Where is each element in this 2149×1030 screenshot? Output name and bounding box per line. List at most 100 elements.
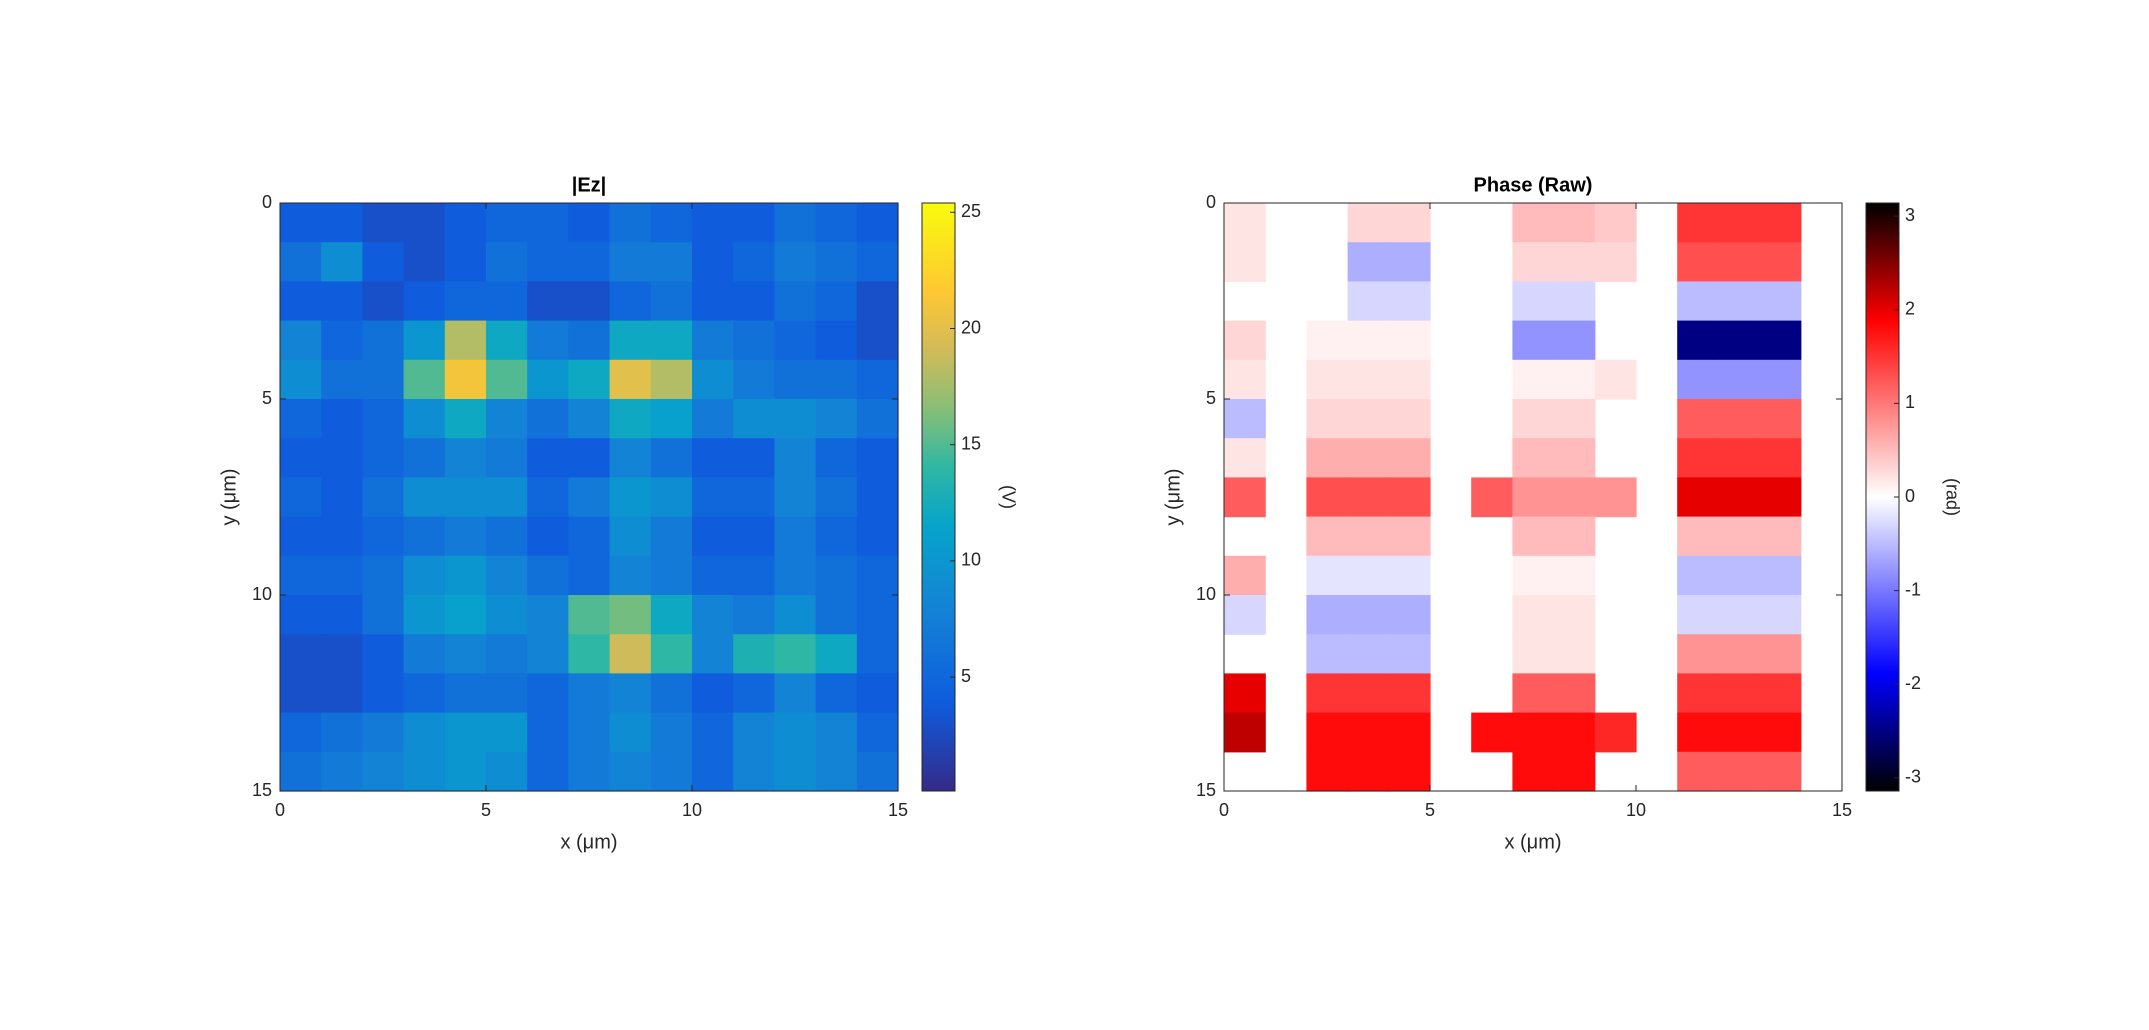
heatmap-cell <box>1512 712 1555 753</box>
heatmap-cell <box>321 634 363 674</box>
heatmap-cell <box>1553 320 1596 361</box>
heatmap-cell <box>609 477 652 518</box>
heatmap-cell <box>444 634 487 674</box>
colorbar-tick-label: -3 <box>1905 767 1921 787</box>
heatmap-cell <box>1677 320 1719 361</box>
heatmap-cell <box>1512 595 1555 635</box>
heatmap-cell <box>403 359 446 400</box>
heatmap-cell <box>609 359 652 400</box>
heatmap-cell <box>403 438 446 478</box>
heatmap-cell <box>733 516 775 557</box>
heatmap-cell <box>1718 751 1761 792</box>
heatmap-cell <box>1677 477 1719 518</box>
heatmap-cell <box>280 555 322 596</box>
heatmap-cell <box>486 516 528 557</box>
heatmap-cell <box>815 516 858 557</box>
heatmap-cell <box>1594 712 1637 753</box>
heatmap-cell <box>321 399 363 439</box>
heatmap-cell <box>1306 751 1349 792</box>
heatmap-cell <box>1759 242 1802 282</box>
heatmap-cell <box>609 320 652 361</box>
x-tick-label: 15 <box>888 800 908 820</box>
heatmap-cell <box>774 438 817 478</box>
heatmap-cell <box>733 477 775 518</box>
heatmap-cell <box>1512 634 1555 674</box>
heatmap-cell <box>444 281 487 322</box>
heatmap-cell <box>1677 712 1719 753</box>
heatmap-cell <box>527 634 569 674</box>
heatmap-cell <box>280 438 322 478</box>
heatmap-cell <box>321 477 363 518</box>
heatmap-cell <box>774 595 817 635</box>
heatmap-cell <box>692 634 734 674</box>
heatmap-cell <box>1759 751 1802 792</box>
heatmap-cell <box>280 477 322 518</box>
heatmap-cell <box>650 516 693 557</box>
heatmap-cell <box>1224 477 1266 518</box>
heatmap-cell <box>362 359 405 400</box>
heatmap-cell <box>1512 320 1555 361</box>
heatmap-cell <box>1553 555 1596 596</box>
heatmap-cell <box>321 595 363 635</box>
heatmap-cell <box>650 751 693 792</box>
heatmap-cell <box>1224 712 1266 753</box>
heatmap-cell <box>1306 477 1349 518</box>
heatmap-cell <box>362 634 405 674</box>
x-tick-label: 10 <box>682 800 702 820</box>
heatmap-cell <box>609 634 652 674</box>
heatmap-cell <box>692 359 734 400</box>
heatmap-cell <box>1759 320 1802 361</box>
heatmap-cell <box>650 712 693 753</box>
colorbar-tick-label: 10 <box>961 550 981 570</box>
colorbar-tick-label: -1 <box>1905 579 1921 599</box>
heatmap-cell <box>815 634 858 674</box>
heatmap-cell <box>609 438 652 478</box>
heatmap-cell <box>280 203 322 243</box>
heatmap-cell <box>486 477 528 518</box>
heatmap-cell <box>486 242 528 282</box>
heatmap-cell <box>444 320 487 361</box>
colorbar-tick-label: 5 <box>961 666 971 686</box>
colorbar-label: (rad) <box>1942 478 1962 516</box>
y-tick-label: 5 <box>1206 388 1216 408</box>
heatmap-cell <box>444 555 487 596</box>
heatmap-cell <box>609 712 652 753</box>
heatmap-cell <box>692 399 734 439</box>
heatmap-cell <box>1347 203 1390 243</box>
heatmap-cell <box>527 281 569 322</box>
heatmap-cell <box>733 673 775 714</box>
y-tick-label: 5 <box>262 388 272 408</box>
colorbar-tick-label: 15 <box>961 433 981 453</box>
heatmap-cell <box>692 438 734 478</box>
heatmap-cell <box>1553 359 1596 400</box>
heatmap-cell <box>1677 281 1719 322</box>
heatmap-cell <box>650 673 693 714</box>
heatmap-cell <box>650 203 693 243</box>
heatmap-cell <box>1759 438 1802 478</box>
heatmap-cell <box>1553 399 1596 439</box>
heatmap-cell <box>486 203 528 243</box>
heatmap-cell <box>486 751 528 792</box>
x-axis-label: x (μm) <box>1504 831 1561 853</box>
heatmap-cell <box>815 320 858 361</box>
heatmap-cell <box>856 555 899 596</box>
heatmap-cell <box>280 359 322 400</box>
heatmap-cell <box>692 751 734 792</box>
heatmap-cell <box>733 359 775 400</box>
heatmap-cell <box>815 595 858 635</box>
heatmap-cell <box>280 281 322 322</box>
heatmap-cell <box>1677 673 1719 714</box>
heatmap-cell <box>692 712 734 753</box>
heatmap-cell <box>1718 359 1761 400</box>
heatmap-cell <box>1759 555 1802 596</box>
colorbar-label: (V) <box>998 485 1018 509</box>
heatmap-cell <box>1553 751 1596 792</box>
heatmap-cell <box>1388 751 1431 792</box>
heatmap-cell <box>486 712 528 753</box>
heatmap-cell <box>1759 399 1802 439</box>
heatmap-cell <box>1347 242 1390 282</box>
heatmap-cell <box>403 555 446 596</box>
heatmap-cell <box>1718 634 1761 674</box>
heatmap-cell <box>1388 399 1431 439</box>
